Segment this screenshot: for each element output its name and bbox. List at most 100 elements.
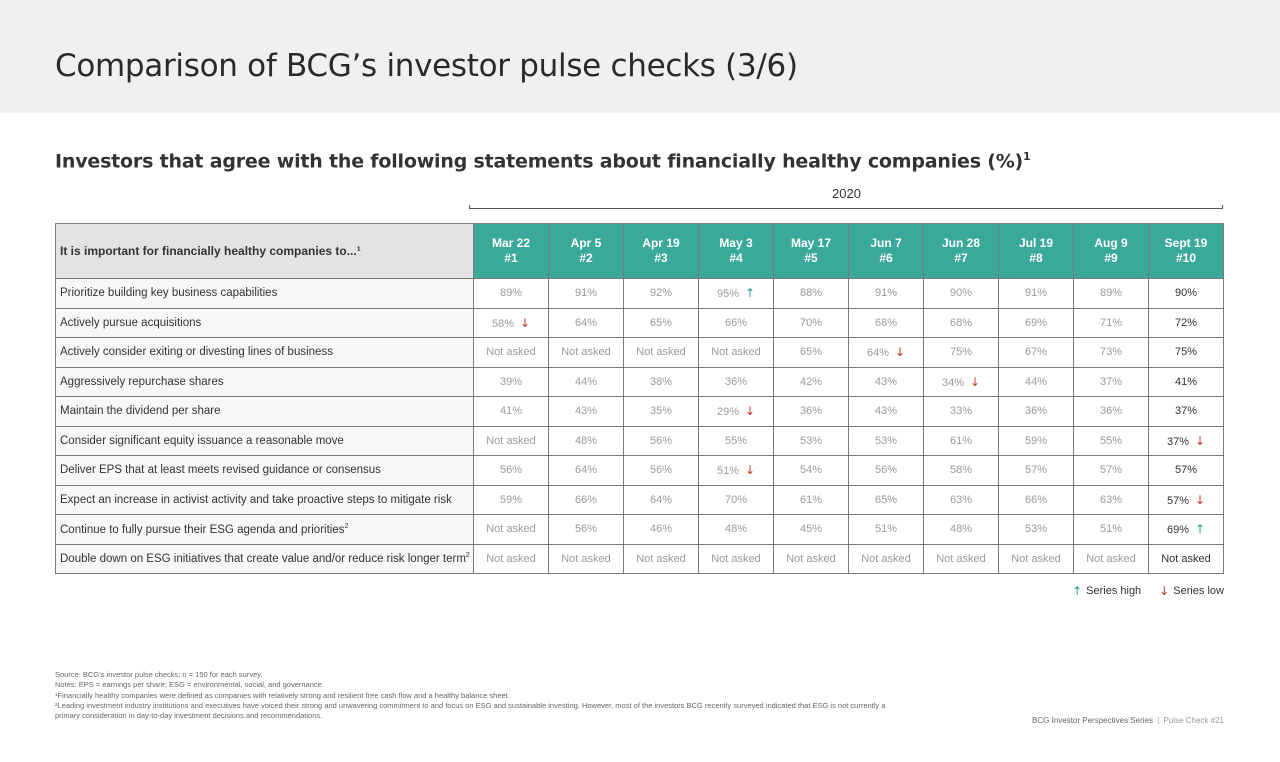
value-text: 91% (874, 287, 898, 300)
table-row: Deliver EPS that at least meets revised … (55, 455, 1224, 486)
table-subtitle: Investors that agree with the following … (55, 150, 1031, 172)
value-cell: 63% (1073, 484, 1149, 515)
value-text: 64% (574, 316, 598, 329)
table-row: Prioritize building key business capabil… (55, 278, 1224, 309)
column-header-survey: Sept 19 #10 (1148, 223, 1224, 279)
value-text: Not asked (486, 346, 536, 359)
statement-label: Actively pursue acquisitions (60, 316, 202, 329)
value-text: 48% (574, 434, 598, 447)
value-cell: 57% ↓ (1148, 484, 1224, 515)
value-cell: 64% (548, 307, 624, 338)
value-cell: 64% (548, 455, 624, 486)
value-text: 53% (799, 434, 823, 447)
value-cell: Not asked (998, 543, 1074, 574)
statement-label: Expect an increase in activist activity … (60, 493, 452, 506)
value-text: 57% (1174, 464, 1198, 477)
value-text: 64% (866, 347, 889, 360)
column-date: Jun 28 (941, 236, 980, 250)
statement-cell: Expect an increase in activist activity … (55, 484, 474, 515)
value-text: 59% (1024, 434, 1048, 447)
value-text: 73% (1099, 346, 1123, 359)
value-cell: 48% (698, 514, 774, 545)
value-text: Not asked (711, 346, 761, 359)
value-cell: 66% (698, 307, 774, 338)
value-cell: Not asked (848, 543, 924, 574)
column-header-survey: Jun 7 #6 (848, 223, 924, 279)
value-cell: 53% (773, 425, 849, 456)
value-text: 66% (574, 493, 598, 506)
table-header-row: It is important for financially healthy … (55, 223, 1224, 279)
value-text: Not asked (636, 346, 686, 359)
value-text: 43% (874, 375, 898, 388)
statement-cell: Consider significant equity issuance a r… (55, 425, 474, 456)
value-cell: 71% (1073, 307, 1149, 338)
value-cell: Not asked (548, 337, 624, 368)
legend: ↑ Series high ↓ Series low (1072, 584, 1224, 598)
footnote-1: ¹Financially healthy companies were defi… (55, 690, 510, 700)
legend-low-label: Series low (1173, 585, 1224, 597)
column-date: May 3 (719, 236, 753, 250)
value-text: 61% (949, 434, 973, 447)
value-text: 57% (1024, 464, 1048, 477)
value-text: 65% (874, 493, 898, 506)
value-text: 66% (724, 316, 748, 329)
value-cell: 57% (1073, 455, 1149, 486)
value-cell: 36% (998, 396, 1074, 427)
value-cell: 34% ↓ (923, 366, 999, 397)
value-cell: 61% (923, 425, 999, 456)
statement-footnote-ref: 2 (465, 552, 470, 560)
value-text: 44% (1024, 375, 1048, 388)
value-text: 64% (649, 493, 673, 506)
value-text: 36% (1099, 405, 1123, 418)
value-cell: 53% (998, 514, 1074, 545)
value-text: Not asked (1011, 552, 1061, 565)
value-cell: 90% (923, 278, 999, 309)
footer-pulse-check: Pulse Check #21 (1163, 716, 1224, 725)
statement-cell: Aggressively repurchase shares (55, 366, 474, 397)
value-cell: 51% ↓ (698, 455, 774, 486)
value-text: Not asked (486, 523, 536, 536)
value-text: 90% (1174, 287, 1198, 300)
header-band (0, 0, 1280, 113)
value-cell: 37% (1073, 366, 1149, 397)
value-text: 72% (1174, 316, 1198, 329)
value-text: 55% (1099, 434, 1123, 447)
value-cell: 58% ↓ (473, 307, 549, 338)
value-text: 36% (724, 375, 748, 388)
value-text: 51% (716, 465, 739, 478)
arrow-down-icon: ↓ (744, 404, 756, 419)
legend-high-label: Series high (1086, 585, 1142, 597)
value-text: Not asked (936, 552, 986, 565)
footer-series: BCG Investor Perspectives Series (1032, 716, 1153, 725)
legend-series-high: ↑ Series high (1072, 584, 1141, 598)
value-cell: 91% (998, 278, 1074, 309)
column-header-survey: May 17 #5 (773, 223, 849, 279)
value-text: 51% (1099, 523, 1123, 536)
value-cell: 43% (548, 396, 624, 427)
value-text: 53% (1024, 523, 1048, 536)
value-cell: 66% (548, 484, 624, 515)
value-cell: 55% (1073, 425, 1149, 456)
value-cell: 91% (548, 278, 624, 309)
page-footer: BCG Investor Perspectives Series | Pulse… (1032, 716, 1224, 725)
page-title: Comparison of BCG’s investor pulse check… (55, 48, 798, 84)
value-cell: Not asked (698, 543, 774, 574)
value-text: 90% (949, 287, 973, 300)
value-text: 56% (574, 523, 598, 536)
column-number: #10 (1175, 251, 1197, 265)
statement-column-header: It is important for financially healthy … (55, 223, 474, 279)
value-cell: Not asked (923, 543, 999, 574)
value-text: 43% (874, 405, 898, 418)
value-text: Not asked (786, 552, 836, 565)
value-cell: 69% ↑ (1148, 514, 1224, 545)
value-text: 51% (874, 523, 898, 536)
value-cell: 39% (473, 366, 549, 397)
value-text: 48% (724, 523, 748, 536)
value-text: 70% (799, 316, 823, 329)
column-number: #5 (804, 251, 818, 265)
pulse-check-table: It is important for financially healthy … (55, 223, 1224, 574)
value-text: 56% (649, 434, 673, 447)
value-text: Not asked (561, 346, 611, 359)
value-cell: 44% (998, 366, 1074, 397)
column-date: Jul 19 (1018, 236, 1054, 250)
